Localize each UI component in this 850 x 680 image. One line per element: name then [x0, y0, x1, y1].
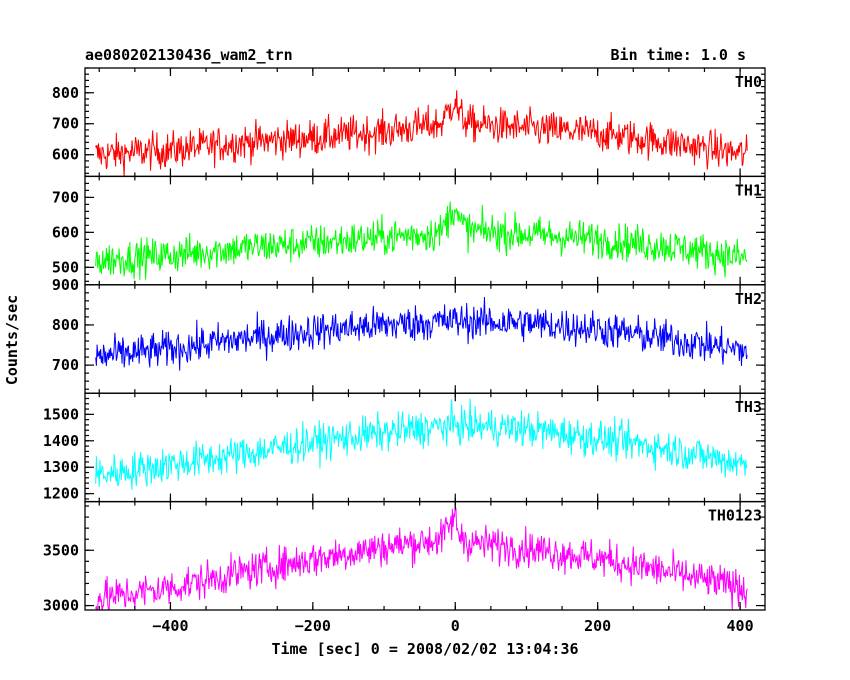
panel-label: TH3	[735, 398, 762, 416]
panel-th1: 500 600 700 TH1	[52, 175, 766, 286]
x-axis: −400 −200 0 200 400	[152, 617, 753, 635]
x-tick-label: 400	[727, 617, 754, 635]
panel-label: TH1	[735, 181, 762, 199]
series-line-th0	[95, 90, 748, 177]
x-tick-label: 200	[584, 617, 611, 635]
y-tick-label: 3000	[43, 597, 79, 615]
y-tick-label: 1200	[43, 485, 79, 503]
y-tick-label: 1500	[43, 405, 79, 423]
x-axis-label: Time [sec] 0 = 2008/02/02 13:04:36	[271, 640, 578, 658]
panel-th0: 600 700 800 TH0	[52, 67, 766, 178]
series-line-th3	[95, 398, 748, 490]
y-tick-label: 500	[52, 258, 79, 276]
y-tick-label: 800	[52, 316, 79, 334]
bin-time-label: Bin time: 1.0 s	[611, 46, 746, 64]
y-tick-label: 1300	[43, 458, 79, 476]
panel-label: TH0123	[708, 507, 762, 525]
series-line-th2	[95, 297, 748, 371]
panel-frame	[84, 175, 766, 286]
y-tick-label: 3500	[43, 541, 79, 559]
y-axis-label: Counts/sec	[3, 295, 21, 385]
y-tick-label: 1400	[43, 432, 79, 450]
y-tick-label: 800	[52, 84, 79, 102]
y-tick-label: 900	[52, 276, 79, 294]
panel-th2: 700 800 900 TH2	[52, 276, 766, 394]
chart-title: ae080202130436_wam2_trn	[85, 46, 293, 64]
y-tick-label: 600	[52, 223, 79, 241]
panel-frame	[84, 500, 766, 611]
panels: 600 700 800 TH0 500 600 700 TH1 700 800 900 TH2 1200…	[43, 67, 766, 615]
panel-label: TH0	[735, 73, 762, 91]
series-line-th0123	[95, 505, 748, 611]
x-tick-label: −400	[152, 617, 188, 635]
y-tick-label: 700	[52, 356, 79, 374]
panel-label: TH2	[735, 290, 762, 308]
panel-th0123: 3000 3500 TH0123	[43, 500, 766, 615]
x-tick-label: 0	[451, 617, 460, 635]
y-tick-label: 700	[52, 188, 79, 206]
y-tick-label: 700	[52, 115, 79, 133]
y-tick-label: 600	[52, 146, 79, 164]
series-line-th1	[95, 201, 748, 280]
panel-th3: 1200 1300 1400 1500 TH3	[43, 392, 766, 503]
x-tick-label: −200	[295, 617, 331, 635]
